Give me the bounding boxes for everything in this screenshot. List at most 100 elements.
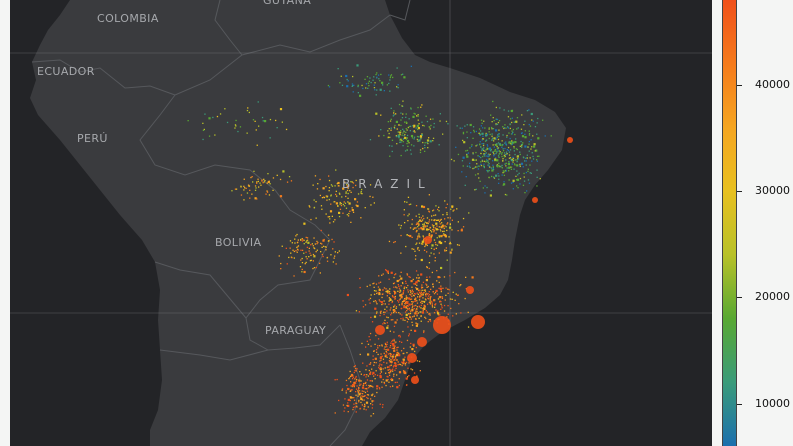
data-point — [366, 340, 368, 342]
data-point — [512, 179, 515, 182]
data-point — [429, 318, 431, 321]
data-point — [380, 353, 382, 355]
data-point — [357, 390, 359, 392]
data-point — [511, 109, 514, 112]
data-point — [389, 155, 391, 157]
data-point — [364, 405, 366, 407]
data-point — [501, 144, 503, 146]
data-point — [398, 224, 400, 226]
data-point — [468, 165, 471, 167]
data-point — [415, 318, 417, 320]
data-point — [397, 300, 399, 302]
data-point — [264, 120, 267, 123]
data-point — [434, 257, 436, 259]
data-point — [368, 299, 370, 301]
data-point — [411, 248, 413, 250]
data-point — [503, 109, 505, 111]
data-point — [485, 132, 487, 135]
data-point — [315, 266, 317, 269]
data-point — [428, 194, 430, 196]
data-point — [397, 361, 399, 363]
data-point — [373, 375, 375, 377]
data-point — [395, 135, 397, 137]
data-point — [421, 284, 423, 286]
data-point — [411, 286, 413, 288]
data-point — [314, 243, 316, 245]
data-point — [288, 256, 290, 259]
data-point — [425, 243, 427, 245]
data-point — [349, 399, 351, 402]
data-point — [520, 128, 523, 130]
data-point — [492, 128, 495, 130]
data-point — [390, 360, 393, 363]
data-point — [379, 368, 382, 371]
data-point — [435, 232, 437, 234]
data-point — [407, 308, 409, 310]
data-point — [430, 229, 432, 232]
data-point — [402, 292, 404, 294]
data-point — [522, 142, 524, 144]
data-point — [374, 343, 376, 345]
data-point — [440, 218, 442, 221]
data-point — [426, 222, 428, 224]
data-point — [472, 126, 475, 128]
data-point — [466, 124, 468, 126]
data-point — [361, 399, 364, 401]
data-point — [411, 369, 414, 371]
data-point — [424, 316, 426, 318]
data-point — [431, 215, 433, 217]
data-point — [348, 202, 351, 205]
data-point — [462, 165, 464, 167]
data-point — [406, 149, 408, 151]
data-point — [341, 389, 343, 391]
data-point — [349, 370, 351, 373]
data-point — [358, 311, 360, 313]
data-point — [482, 135, 484, 137]
data-point — [465, 150, 467, 152]
data-point — [422, 300, 424, 303]
data-point — [202, 129, 205, 131]
data-point — [421, 121, 423, 123]
data-point — [258, 186, 260, 188]
data-point — [457, 153, 460, 156]
data-point — [355, 411, 357, 413]
data-point — [313, 206, 316, 209]
data-point — [500, 166, 502, 168]
data-point — [415, 231, 417, 233]
data-point — [406, 142, 408, 145]
data-point — [337, 205, 339, 207]
data-point — [508, 151, 511, 153]
data-point — [398, 299, 401, 301]
data-point — [350, 385, 352, 387]
data-point — [524, 157, 527, 159]
data-point — [451, 248, 453, 250]
data-point — [416, 315, 418, 317]
data-point — [386, 346, 388, 348]
data-point — [508, 154, 511, 156]
data-point — [529, 157, 531, 159]
data-point — [361, 395, 363, 397]
data-point — [395, 135, 398, 138]
data-point — [402, 113, 404, 115]
data-point — [438, 210, 440, 212]
data-point — [342, 404, 345, 406]
data-point — [429, 298, 431, 300]
data-point — [309, 260, 312, 262]
data-point — [456, 244, 459, 246]
data-point — [533, 143, 536, 146]
data-point — [415, 298, 417, 300]
data-point — [349, 375, 352, 377]
data-point — [261, 116, 264, 119]
data-point — [499, 107, 501, 109]
data-point — [539, 178, 541, 180]
data-point — [351, 385, 354, 388]
data-point — [426, 217, 429, 219]
data-point — [365, 369, 367, 371]
data-point — [398, 285, 400, 287]
data-point — [388, 300, 390, 302]
data-point — [535, 149, 538, 152]
data-point — [385, 345, 387, 347]
data-point — [390, 307, 392, 309]
data-point — [328, 175, 330, 177]
map-view[interactable]: GUYANA COLOMBIA ECUADOR PERÚ BRAZIL BOLI… — [10, 0, 712, 446]
